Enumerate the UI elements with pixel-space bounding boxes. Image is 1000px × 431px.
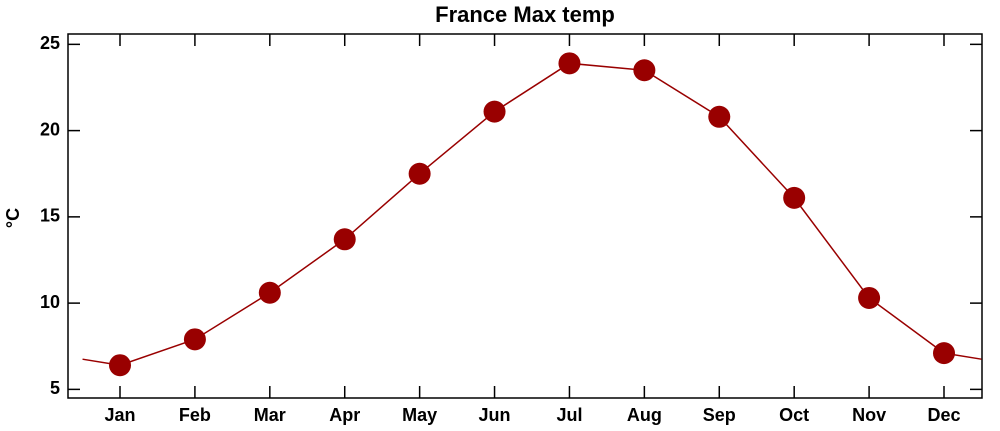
x-tick-label: Jan [104, 405, 135, 425]
x-tick-label: Apr [329, 405, 360, 425]
x-tick-label: Oct [779, 405, 809, 425]
series-line [119, 62, 945, 366]
point [333, 228, 356, 251]
x-tick-label: Jun [479, 405, 511, 425]
x-tick-label: Aug [627, 405, 662, 425]
point [183, 328, 206, 351]
point [708, 105, 731, 128]
chart-title: France Max temp [435, 2, 615, 27]
y-tick-label: 25 [40, 33, 60, 53]
point [558, 52, 581, 75]
y-tick-label: 15 [40, 206, 60, 226]
x-tick-label: Sep [703, 405, 736, 425]
y-tick-label: 10 [40, 292, 60, 312]
x-tick-label: Nov [852, 405, 886, 425]
point [483, 100, 506, 123]
point [858, 286, 881, 309]
point [633, 59, 656, 82]
plot-frame [67, 33, 983, 399]
y-axis-label: °C [3, 208, 23, 228]
x-tick-label: Jul [556, 405, 582, 425]
y-tick-label: 20 [40, 119, 60, 139]
point [783, 186, 806, 209]
x-tick-label: May [402, 405, 437, 425]
point [109, 354, 131, 377]
x-tick-label: Mar [254, 405, 286, 425]
y-tick-label: 5 [50, 378, 60, 398]
x-tick-label: Dec [927, 405, 960, 425]
point [258, 281, 281, 304]
point [933, 342, 955, 365]
point [408, 162, 431, 185]
x-tick-label: Feb [179, 405, 211, 425]
